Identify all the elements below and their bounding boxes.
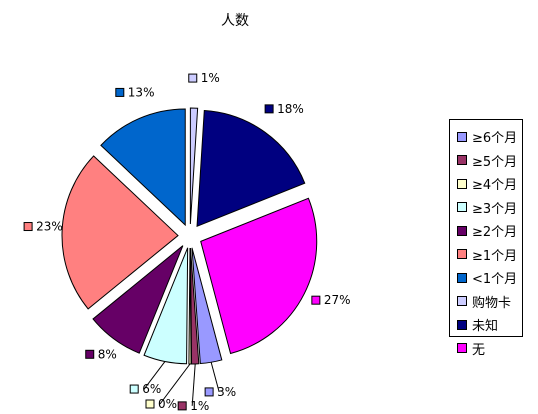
data-label-text: 8% <box>98 347 117 361</box>
data-label-swatch <box>115 87 125 97</box>
legend-label: ≥1个月 <box>472 248 518 264</box>
data-label: 8% <box>85 347 117 361</box>
data-label: 1% <box>177 399 209 413</box>
data-label-text: 23% <box>36 220 63 234</box>
data-label: 18% <box>264 102 304 116</box>
data-label-text: 0% <box>158 397 177 411</box>
legend-swatch <box>457 131 467 142</box>
legend-label: ≥2个月 <box>472 225 518 241</box>
data-label-text: 13% <box>128 85 155 99</box>
data-label-swatch <box>264 104 274 114</box>
legend-swatch <box>457 319 467 330</box>
legend-label: <1个月 <box>472 272 518 288</box>
pie-slice <box>100 108 186 227</box>
data-label-text: 1% <box>190 399 209 413</box>
data-label-text: 6% <box>142 382 161 396</box>
data-labels: 1% 18% 27% 3% 1% 0%6% 8% 23% 13% <box>23 71 351 413</box>
data-label: 1% <box>188 71 220 85</box>
data-label-swatch <box>204 387 214 397</box>
legend-swatch <box>457 272 467 283</box>
pie-slice <box>189 107 199 225</box>
data-label-swatch <box>23 222 33 232</box>
leader-lines <box>143 361 220 406</box>
legend-item: 购物卡 <box>457 290 522 314</box>
legend-label: 未知 <box>472 319 499 335</box>
legend-item: <1个月 <box>457 266 522 290</box>
leader-line <box>143 361 166 390</box>
data-label-swatch <box>188 73 198 83</box>
legend-item: ≥6个月 <box>457 125 522 149</box>
legend-label: ≥6个月 <box>472 131 518 147</box>
data-label-swatch <box>177 401 187 411</box>
legend-item: ≥3个月 <box>457 196 522 220</box>
pie-slice <box>200 197 318 355</box>
legend-swatch <box>457 249 467 260</box>
legend-label: ≥3个月 <box>472 201 518 217</box>
legend-label: 无 <box>472 342 486 358</box>
pie-slices <box>61 107 318 365</box>
legend-item: ≥1个月 <box>457 243 522 267</box>
legend-label: ≥5个月 <box>472 154 518 170</box>
legend-swatch <box>457 225 467 236</box>
data-label-text: 27% <box>324 293 351 307</box>
legend-item: ≥4个月 <box>457 172 522 196</box>
data-label-swatch <box>145 399 155 409</box>
leader-line <box>159 363 191 405</box>
data-label: 0% <box>145 397 177 411</box>
pie-slice <box>61 155 179 310</box>
legend-item: 无 <box>457 337 522 361</box>
legend-label: 购物卡 <box>472 295 512 311</box>
data-label-text: 1% <box>201 71 220 85</box>
leader-line <box>191 363 196 406</box>
legend-swatch <box>457 155 467 166</box>
pie-slice <box>92 245 184 354</box>
data-label: 3% <box>204 385 236 399</box>
chart-title: 人数 <box>221 13 249 29</box>
legend-swatch <box>457 296 467 307</box>
legend: ≥6个月 ≥5个月 ≥4个月 ≥3个月 ≥2个月 ≥1个月 <1个月购物卡未知无 <box>449 119 523 358</box>
data-label: 23% <box>23 220 63 234</box>
pie-slice <box>143 247 189 365</box>
data-label-swatch <box>85 349 95 359</box>
pie-slice <box>191 247 223 365</box>
legend-item: 未知 <box>457 313 522 337</box>
legend-item: ≥2个月 <box>457 219 522 243</box>
data-label: 13% <box>115 85 155 99</box>
legend-swatch <box>457 343 467 354</box>
data-label: 27% <box>311 293 351 307</box>
data-label: 6% <box>129 382 161 396</box>
legend-swatch <box>457 202 467 213</box>
legend-label: ≥4个月 <box>472 178 518 194</box>
pie-slice <box>196 109 306 228</box>
leader-line <box>210 362 220 393</box>
data-label-swatch <box>311 295 321 305</box>
legend-item: ≥5个月 <box>457 149 522 173</box>
legend-swatch <box>457 178 467 189</box>
data-label-text: 18% <box>277 102 304 116</box>
data-label-swatch <box>129 384 139 394</box>
data-label-text: 3% <box>217 385 236 399</box>
